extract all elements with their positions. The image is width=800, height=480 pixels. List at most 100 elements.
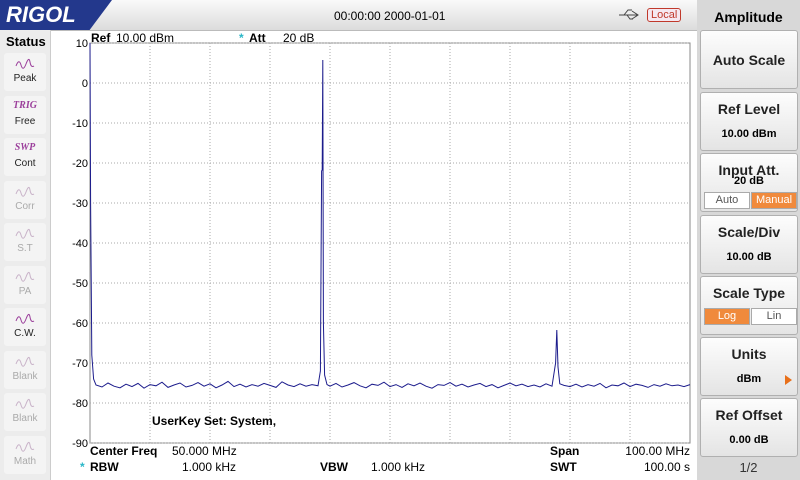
status-label: Free (14, 115, 36, 127)
status-icon (15, 398, 35, 409)
status-item: C.W. (4, 308, 46, 346)
y-tick-label: -90 (72, 438, 88, 450)
softkey[interactable]: Units dBm (700, 337, 798, 396)
trace (89, 42, 691, 389)
status-icon-path (15, 313, 35, 324)
softkey-label: Scale/Div (717, 224, 781, 240)
status-label: Corr (15, 200, 35, 212)
vbw-value: 1.000 kHz (371, 460, 426, 474)
status-icon-path (15, 186, 35, 197)
y-tick-label: -30 (72, 198, 88, 210)
softkey-value: 20 dB (734, 175, 764, 187)
status-icon-path (15, 228, 35, 239)
softkey-option[interactable]: Auto (704, 192, 750, 209)
datetime: 00:00:00 2000-01-01 (334, 9, 446, 23)
softkey-arrow (785, 375, 792, 385)
status-item: Corr (4, 180, 46, 219)
y-tick-label: -50 (72, 278, 88, 290)
softkey-label: Ref Offset (715, 407, 783, 423)
status-icon (15, 441, 35, 452)
status-icon-path (15, 441, 35, 452)
menu-page: 1/2 (739, 460, 758, 475)
status-item: S.T (4, 223, 46, 261)
status-icon (15, 58, 35, 69)
spectrum-plot: 10 0 -10 -20 -30 -40 -50 -60 -70 -80 -90 (72, 38, 691, 450)
status-icon-path (15, 398, 35, 409)
vbw-label: VBW (320, 460, 348, 474)
status-item: TRIG Free (4, 95, 46, 134)
ref-label: Ref (91, 31, 111, 45)
status-item: Peak (4, 53, 46, 91)
center-freq-label: Center Freq (90, 444, 158, 458)
span-label: Span (550, 444, 580, 458)
att-label: Att (249, 31, 266, 45)
softkey-value: 10.00 dB (726, 251, 772, 263)
y-tick-label: 10 (76, 38, 88, 50)
y-tick-label: -60 (72, 318, 88, 330)
softkey-label: Ref Level (717, 101, 781, 117)
status-item: Blank (4, 350, 46, 389)
softkey-label: Input Att. (718, 162, 780, 178)
rbw-value: 1.000 kHz (182, 460, 237, 474)
softkey-menu: Amplitude 1/2 Auto Scale Ref Level 10.00 d… (697, 0, 800, 480)
softkey[interactable]: Scale Type Log Lin (700, 276, 798, 335)
userkey: UserKey Set: System, (152, 414, 277, 428)
softkey[interactable]: Ref Offset 0.00 dB (700, 398, 798, 457)
y-tick-label: -20 (72, 158, 88, 170)
status-icon (15, 186, 35, 197)
status-item: SWP Cont (4, 138, 46, 176)
span-value: 100.00 MHz (625, 444, 690, 458)
swt-value: 100.00 s (643, 460, 690, 474)
status-icon-path (15, 58, 35, 69)
softkey-option[interactable]: Log (704, 308, 750, 325)
status-label: Cont (14, 158, 36, 169)
softkey[interactable]: Scale/Div 10.00 dB (700, 215, 798, 274)
softkey-label: Units (731, 346, 767, 362)
usb-icon (619, 9, 639, 20)
menu-title: Amplitude (714, 9, 783, 25)
status-top: TRIG (13, 99, 37, 111)
logo: RIGOL (0, 0, 112, 30)
status-icon (15, 356, 35, 367)
arrow-shape (785, 375, 792, 385)
softkey[interactable]: Ref Level 10.00 dBm (700, 92, 798, 151)
status-icon-path (15, 356, 35, 367)
status-label: PA (18, 285, 32, 297)
status-panel: Status Peak TRIG Free SWP Cont Corr S.T PA C.W. B… (0, 30, 51, 480)
softkey-option[interactable]: Manual (751, 192, 797, 209)
y-tick-label: -70 (72, 358, 88, 370)
status-label: S.T (17, 243, 33, 254)
softkey-option[interactable]: Lin (751, 308, 797, 325)
softkey-label: Scale Type (712, 285, 786, 301)
y-tick-label: 0 (82, 78, 88, 90)
status-icon (15, 228, 35, 239)
rbw-label: RBW (90, 460, 119, 474)
remote-indicator: Local (647, 8, 682, 22)
rbw-flag: * (80, 460, 85, 474)
center-freq-value: 50.000 MHz (172, 444, 237, 458)
ref-value: 10.00 dBm (116, 31, 175, 45)
status-title: Status (6, 34, 46, 49)
softkey-value: 10.00 dBm (721, 128, 777, 140)
status-label: C.W. (14, 328, 36, 339)
softkey-value: 0.00 dB (729, 434, 769, 446)
softkey-value: dBm (736, 373, 762, 385)
status-icon (15, 313, 35, 324)
softkey[interactable]: Input Att. 20 dB Auto Manual (700, 153, 798, 212)
status-label: Blank (12, 370, 38, 382)
swt-label: SWT (550, 460, 577, 474)
att-value: 20 dB (283, 31, 315, 45)
status-top: SWP (14, 142, 36, 153)
status-label: Math (13, 455, 37, 467)
status-label: Peak (13, 73, 37, 84)
softkey-label: Auto Scale (712, 52, 786, 68)
y-tick-label: -80 (72, 398, 88, 410)
status-item: PA (4, 265, 46, 304)
y-tick-label: -10 (72, 118, 88, 130)
softkey[interactable]: Auto Scale (700, 30, 798, 89)
att-flag: * (239, 31, 244, 45)
top-bar: RIGOL 00:00:00 2000-01-01 Local (0, 0, 697, 31)
status-label: Blank (12, 413, 38, 424)
status-icon (15, 271, 35, 282)
y-tick-label: -40 (72, 238, 88, 250)
